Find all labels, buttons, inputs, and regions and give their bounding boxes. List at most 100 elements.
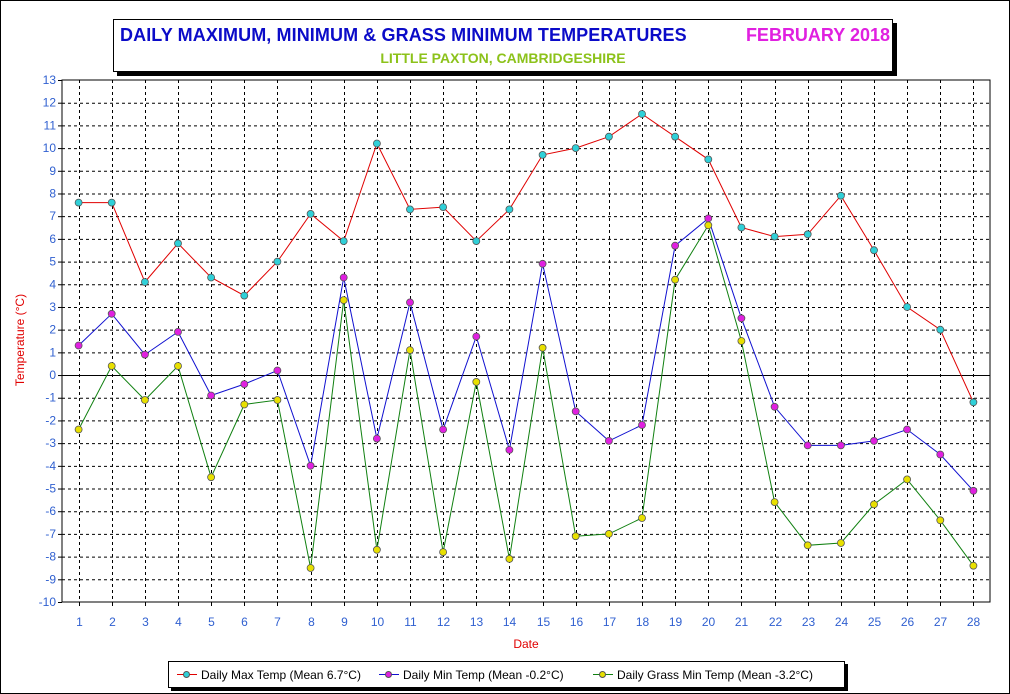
- y-tick-label: 2: [49, 323, 56, 337]
- legend-swatch: [379, 670, 399, 680]
- y-tick-label: -8: [45, 550, 56, 564]
- axes: -10-9-8-7-6-5-4-3-2-10123456789101112131…: [39, 73, 981, 629]
- data-point: [770, 498, 779, 507]
- data-point: [969, 561, 978, 570]
- data-point: [605, 530, 613, 538]
- series-line: [78, 224, 974, 569]
- y-tick-label: -1: [45, 391, 56, 405]
- legend-label: Daily Min Temp (Mean -0.2°C): [403, 668, 564, 682]
- y-tick-label: -5: [45, 482, 56, 496]
- x-tick-label: 17: [603, 615, 617, 629]
- data-point: [207, 391, 216, 400]
- y-axis-label: Temperature (°C): [13, 294, 27, 386]
- data-point: [770, 402, 779, 411]
- data-point: [936, 450, 945, 459]
- data-point: [240, 291, 249, 300]
- x-tick-label: 16: [570, 615, 584, 629]
- legend-item: Daily Max Temp (Mean 6.7°C): [177, 668, 361, 682]
- y-tick-label: 3: [49, 300, 56, 314]
- data-point: [439, 425, 448, 434]
- x-tick-label: 3: [142, 615, 149, 629]
- data-point: [671, 132, 679, 141]
- y-tick-label: -10: [39, 595, 57, 609]
- grid: [61, 79, 991, 603]
- data-point: [538, 150, 547, 159]
- data-point: [174, 327, 182, 336]
- series-3: [74, 221, 978, 572]
- data-point: [273, 257, 282, 266]
- x-tick-label: 4: [175, 615, 182, 629]
- legend: Daily Max Temp (Mean 6.7°C) Daily Min Tem…: [168, 661, 845, 688]
- x-tick-label: 24: [835, 615, 849, 629]
- x-tick-label: 10: [371, 615, 385, 629]
- x-tick-label: 5: [208, 615, 215, 629]
- data-point: [339, 273, 348, 282]
- data-point: [107, 198, 116, 207]
- series-line: [78, 113, 974, 403]
- y-tick-label: 5: [49, 255, 56, 269]
- x-tick-label: 27: [934, 615, 948, 629]
- x-axis-label: Date: [513, 637, 539, 651]
- data-point: [837, 539, 845, 547]
- data-point: [803, 230, 812, 239]
- x-tick-label: 13: [470, 615, 484, 629]
- x-tick-label: 20: [702, 615, 716, 629]
- y-tick-label: 7: [49, 209, 56, 223]
- x-tick-label: 7: [274, 615, 281, 629]
- y-tick-label: -4: [45, 459, 56, 473]
- y-tick-label: 10: [43, 141, 57, 155]
- data-point: [903, 303, 911, 311]
- data-point: [240, 380, 249, 389]
- legend-label: Daily Max Temp (Mean 6.7°C): [201, 668, 361, 682]
- legend-swatch: [177, 670, 197, 680]
- y-tick-label: 13: [43, 73, 57, 87]
- data-point: [74, 198, 83, 207]
- data-point: [638, 110, 646, 118]
- data-point: [140, 396, 149, 404]
- data-point: [571, 407, 580, 416]
- x-tick-label: 11: [404, 615, 417, 629]
- x-tick-label: 2: [109, 615, 116, 629]
- data-point: [505, 555, 514, 563]
- data-point: [240, 400, 249, 409]
- x-tick-label: 1: [76, 615, 83, 629]
- data-point: [505, 205, 514, 214]
- data-point: [837, 191, 845, 200]
- x-tick-label: 22: [769, 615, 783, 629]
- data-point: [273, 396, 282, 404]
- data-point: [870, 436, 878, 445]
- y-tick-label: 12: [43, 96, 57, 110]
- x-tick-label: 23: [802, 615, 816, 629]
- data-point: [571, 532, 580, 541]
- data-point: [439, 548, 448, 556]
- series-1: [74, 110, 978, 407]
- y-tick-label: 1: [49, 345, 56, 359]
- data-point: [638, 421, 646, 429]
- data-point: [74, 425, 83, 434]
- data-point: [339, 296, 348, 305]
- x-tick-label: 18: [636, 615, 650, 629]
- data-point: [770, 232, 779, 241]
- data-point: [737, 314, 746, 323]
- data-point: [472, 237, 481, 246]
- y-tick-label: -6: [45, 504, 56, 518]
- data-point: [605, 132, 613, 141]
- data-point: [472, 332, 481, 341]
- y-tick-label: 8: [49, 186, 56, 200]
- y-tick-label: -7: [45, 527, 56, 541]
- data-point: [406, 346, 414, 355]
- series-line: [78, 217, 974, 492]
- y-tick-label: 9: [49, 164, 56, 178]
- series: [74, 110, 978, 572]
- data-point: [207, 273, 216, 282]
- legend-label: Daily Grass Min Temp (Mean -3.2°C): [617, 668, 813, 682]
- chart-month: FEBRUARY 2018: [745, 25, 890, 45]
- data-point: [870, 500, 878, 509]
- data-point: [406, 298, 414, 307]
- data-point: [339, 237, 348, 246]
- y-tick-label: -3: [45, 436, 56, 450]
- data-point: [638, 514, 646, 522]
- data-point: [372, 139, 381, 148]
- y-tick-label: -9: [45, 572, 56, 586]
